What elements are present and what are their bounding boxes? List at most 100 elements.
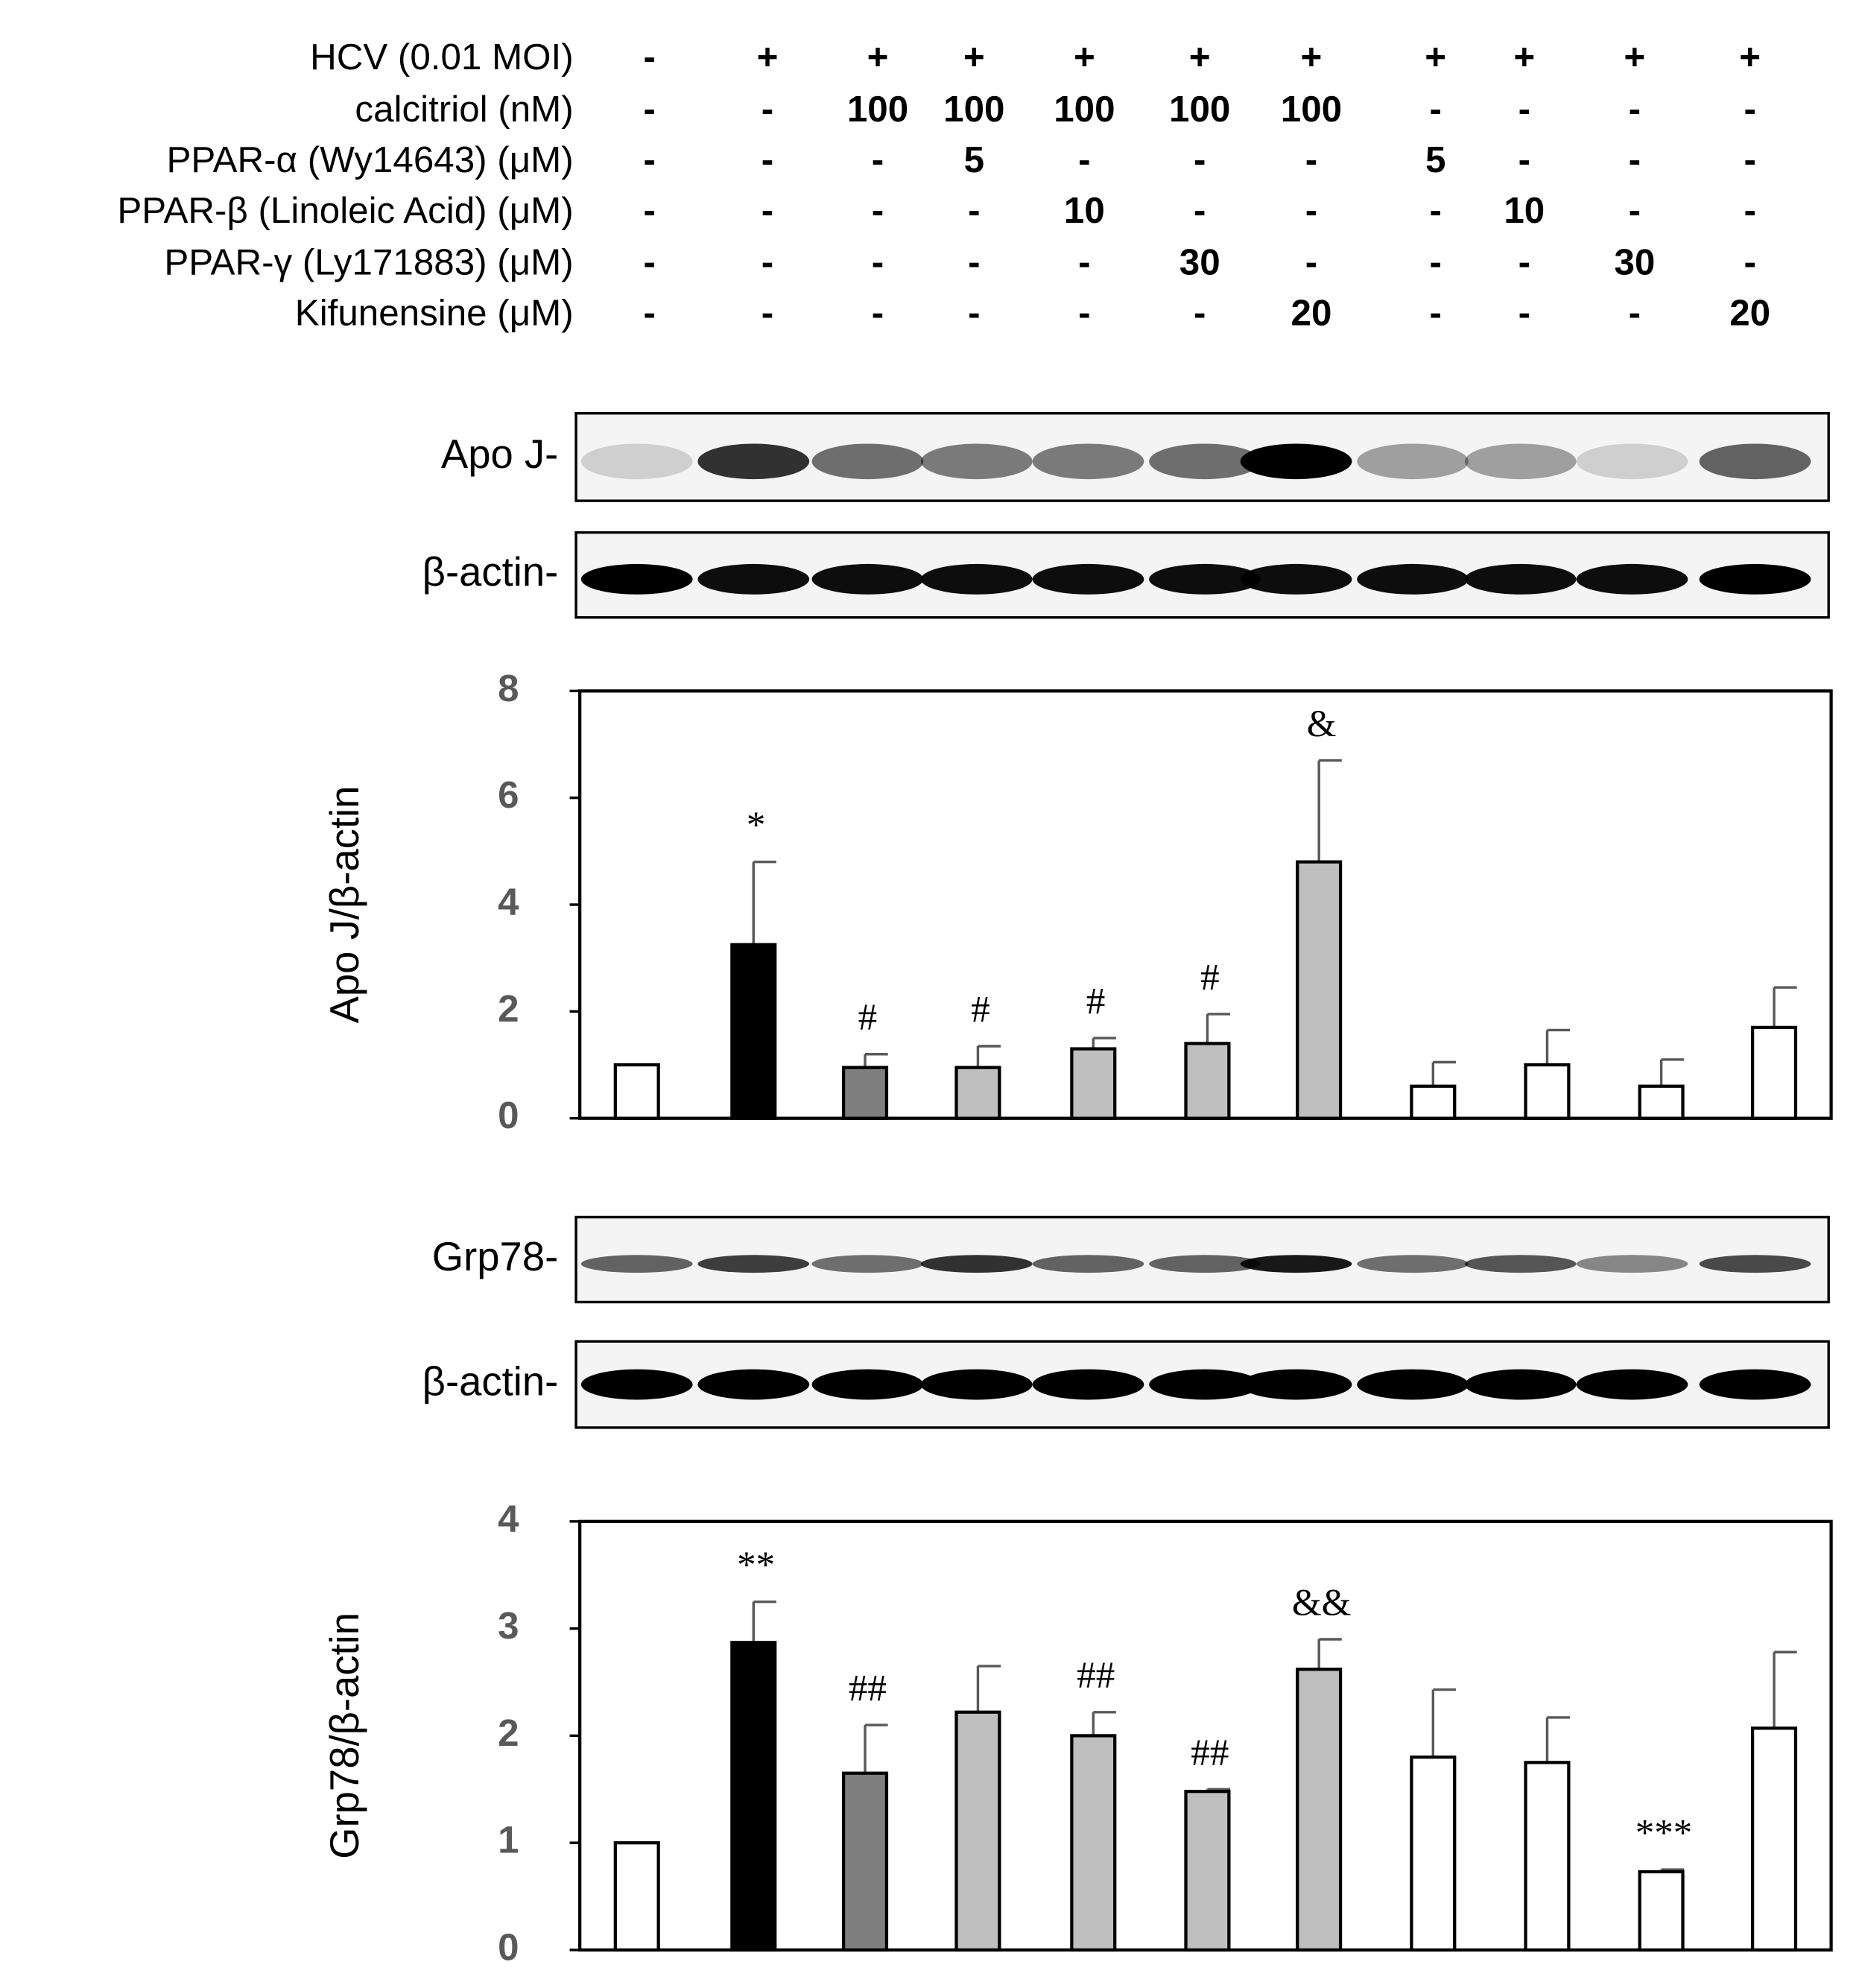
treatment-value: 30 xyxy=(1179,242,1220,283)
bar xyxy=(730,1641,777,1952)
treatment-value: - xyxy=(1629,190,1641,231)
bar xyxy=(841,1066,889,1120)
treatment-value: 20 xyxy=(1729,293,1770,334)
significance-mark: # xyxy=(971,989,990,1031)
blot-band xyxy=(580,1255,693,1273)
treatment-value: + xyxy=(1513,37,1535,77)
treatment-value: - xyxy=(761,242,773,283)
bar xyxy=(1750,1726,1798,1952)
treatment-value: 100 xyxy=(847,89,908,130)
significance-mark: ## xyxy=(849,1668,887,1709)
blot-band xyxy=(1032,563,1144,595)
significance-mark: * xyxy=(747,805,766,846)
y-tick-label: 0 xyxy=(498,1094,519,1136)
significance-mark: & xyxy=(1307,703,1337,745)
blot-band xyxy=(580,1369,693,1400)
treatment-value: - xyxy=(1194,190,1206,231)
treatment-value: 20 xyxy=(1291,293,1332,334)
treatment-value: - xyxy=(872,242,884,283)
treatment-value: - xyxy=(968,242,980,283)
bar xyxy=(954,1066,1001,1120)
blot-band xyxy=(1576,563,1688,595)
treatment-value: - xyxy=(761,139,773,180)
blot-band xyxy=(920,443,1033,480)
bar xyxy=(1750,1025,1798,1120)
blot-band xyxy=(580,443,693,480)
treatment-value: + xyxy=(867,37,889,77)
blot-label: β-actin- xyxy=(422,1358,559,1404)
blot-band xyxy=(1357,1369,1469,1400)
treatment-value: 5 xyxy=(1425,139,1445,180)
blot-band xyxy=(697,1255,810,1273)
treatment-value: - xyxy=(968,190,980,231)
treatment-value: - xyxy=(644,293,656,334)
blot-band xyxy=(1240,563,1352,595)
blot-band xyxy=(697,1369,810,1400)
treatment-value: - xyxy=(761,190,773,231)
bar xyxy=(1296,1668,1343,1952)
significance-mark: *** xyxy=(1635,1813,1693,1855)
treatment-value: 100 xyxy=(1169,89,1230,130)
treatment-value: - xyxy=(872,139,884,180)
treatment-value: - xyxy=(1519,139,1530,180)
bar xyxy=(1410,1084,1457,1120)
treatment-label: Kifunensine (μM) xyxy=(295,293,574,334)
bar xyxy=(1184,1042,1231,1120)
blot-band xyxy=(811,1369,924,1400)
bar xyxy=(954,1710,1001,1952)
treatment-value: - xyxy=(1429,293,1441,334)
significance-mark: ## xyxy=(1191,1732,1229,1774)
treatment-value: - xyxy=(1744,139,1755,180)
bar xyxy=(1070,1734,1117,1952)
treatment-value: - xyxy=(761,89,773,130)
blot-band xyxy=(920,1255,1033,1273)
y-tick-label: 2 xyxy=(498,987,519,1030)
treatment-value: - xyxy=(1519,293,1530,334)
treatment-value: - xyxy=(1194,293,1206,334)
significance-mark: # xyxy=(1200,957,1220,998)
treatment-value: + xyxy=(1425,37,1446,77)
treatment-value: - xyxy=(644,89,656,130)
blot-band xyxy=(1149,1255,1261,1273)
y-tick-label: 2 xyxy=(498,1712,519,1754)
treatment-value: - xyxy=(872,190,884,231)
treatment-value: - xyxy=(1519,242,1530,283)
y-tick-label: 4 xyxy=(498,881,519,923)
blot-band xyxy=(1357,1255,1469,1273)
treatment-value: + xyxy=(1739,37,1761,77)
treatment-value: 10 xyxy=(1064,190,1105,231)
blot-band xyxy=(1464,443,1577,480)
blot-band xyxy=(1149,443,1261,480)
treatment-value: 100 xyxy=(1054,89,1115,130)
bar xyxy=(1410,1756,1457,1952)
treatment-value: 100 xyxy=(1281,89,1342,130)
significance-mark: && xyxy=(1292,1582,1351,1624)
blot-band xyxy=(1699,1255,1811,1273)
y-tick-label: 6 xyxy=(498,773,519,816)
treatment-value: 30 xyxy=(1614,242,1655,283)
treatment-value: - xyxy=(644,242,656,283)
y-tick-label: 8 xyxy=(498,667,519,709)
y-tick-label: 0 xyxy=(498,1925,519,1968)
blot-band xyxy=(920,1369,1033,1400)
blot-band xyxy=(1032,1255,1144,1273)
significance-mark: # xyxy=(858,997,878,1039)
treatment-value: - xyxy=(761,293,773,334)
treatment-value: + xyxy=(1189,37,1211,77)
bar xyxy=(1070,1047,1117,1120)
blot-band xyxy=(1149,563,1261,595)
treatment-value: - xyxy=(1744,242,1755,283)
blot-band xyxy=(1464,563,1577,595)
treatment-label: PPAR-α (Wy14643) (μM) xyxy=(166,139,573,180)
treatment-value: + xyxy=(1301,37,1323,77)
bar xyxy=(613,1063,660,1120)
treatment-value: - xyxy=(1305,242,1317,283)
y-tick-label: 4 xyxy=(498,1497,519,1539)
blot-band xyxy=(1149,1369,1261,1400)
significance-mark: # xyxy=(1086,981,1106,1023)
treatment-value: - xyxy=(644,139,656,180)
blot-band xyxy=(697,443,810,480)
significance-mark: ** xyxy=(737,1545,775,1586)
y-tick-label: 1 xyxy=(498,1819,519,1861)
